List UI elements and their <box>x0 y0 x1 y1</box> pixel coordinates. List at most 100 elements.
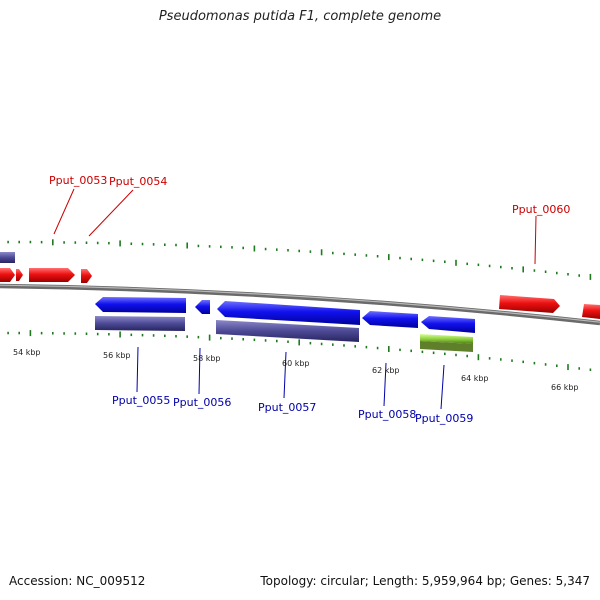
minor-tick <box>85 241 88 244</box>
major-tick <box>320 249 323 256</box>
minor-tick <box>410 349 412 353</box>
other-features <box>95 316 473 352</box>
minor-tick <box>332 343 334 346</box>
minor-tick <box>488 357 491 360</box>
gene-arrow-pput-0057[interactable] <box>217 301 360 325</box>
minor-tick <box>242 338 244 341</box>
gene-label-pput-0055[interactable]: Pput_0055 <box>112 394 170 407</box>
minor-tick <box>96 241 99 245</box>
feature-bar[interactable] <box>420 341 473 352</box>
minor-tick <box>466 262 468 266</box>
minor-tick <box>96 332 99 336</box>
minor-tick <box>276 248 278 251</box>
minor-tick <box>511 267 513 270</box>
minor-tick <box>421 258 424 262</box>
minor-tick <box>544 363 547 366</box>
minor-tick <box>164 243 166 246</box>
minor-tick <box>399 256 401 260</box>
gene-arrow[interactable] <box>0 252 15 263</box>
major-tick <box>29 330 32 337</box>
minor-tick <box>544 270 547 273</box>
inner-tick-track <box>7 330 592 371</box>
gene-label-pput-0059[interactable]: Pput_0059 <box>415 412 473 425</box>
minor-tick <box>343 344 345 347</box>
major-tick <box>522 266 524 273</box>
gene-arrow-pput-0058[interactable] <box>362 311 418 328</box>
gene-arrow-pput-0059[interactable] <box>421 316 475 333</box>
feature-bar[interactable] <box>420 334 473 344</box>
major-tick <box>455 259 457 266</box>
minor-tick <box>141 333 144 337</box>
minor-tick <box>74 332 77 335</box>
gene-arrow-pput-0054[interactable] <box>81 269 92 283</box>
minor-tick <box>578 274 580 277</box>
minor-tick <box>18 331 20 335</box>
gene-arrow-pput-0060[interactable] <box>499 295 560 313</box>
major-tick <box>388 254 390 261</box>
minor-tick <box>343 252 345 256</box>
minor-tick <box>175 335 177 338</box>
gene-arrow[interactable] <box>0 268 15 282</box>
minor-tick <box>320 342 323 346</box>
minor-tick <box>231 246 233 249</box>
callout-lines <box>53 188 537 410</box>
tick-label: 58 kbp <box>193 354 221 363</box>
minor-tick <box>287 249 289 252</box>
minor-tick <box>197 244 200 248</box>
gene-arrow[interactable] <box>16 269 23 281</box>
feature-bar[interactable] <box>95 316 185 331</box>
minor-tick <box>264 247 267 251</box>
minor-tick <box>63 332 65 335</box>
minor-tick <box>52 332 54 335</box>
minor-tick <box>253 338 256 342</box>
minor-tick <box>511 359 513 362</box>
minor-tick <box>556 271 558 275</box>
minor-tick <box>376 255 379 258</box>
gene-label-pput-0058[interactable]: Pput_0058 <box>358 408 416 421</box>
minor-tick <box>466 354 468 358</box>
gene-label-pput-0056[interactable]: Pput_0056 <box>173 396 231 409</box>
minor-tick <box>522 360 524 364</box>
feature-bar[interactable] <box>216 320 359 342</box>
tick-labels: 54 kbp 56 kbp 58 kbp 60 kbp 62 kbp 64 kb… <box>13 348 579 392</box>
minor-tick <box>533 361 536 365</box>
minor-tick <box>309 341 312 345</box>
genome-backbone <box>0 283 600 326</box>
major-tick <box>52 239 54 246</box>
tick-label: 54 kbp <box>13 348 41 357</box>
major-tick <box>119 331 121 338</box>
minor-tick <box>152 243 155 246</box>
minor-tick <box>197 335 200 339</box>
gene-arrow[interactable] <box>582 304 600 319</box>
minor-tick <box>332 251 334 255</box>
minor-tick <box>231 337 233 340</box>
minor-tick <box>152 334 155 337</box>
major-tick <box>208 334 211 341</box>
forward-strand-features <box>0 252 600 319</box>
minor-tick <box>220 336 222 340</box>
gene-arrow-pput-0056[interactable] <box>195 300 210 314</box>
gene-label-pput-0057[interactable]: Pput_0057 <box>258 401 316 414</box>
minor-tick <box>421 350 424 354</box>
minor-tick <box>130 242 133 245</box>
major-tick <box>388 346 390 352</box>
minor-tick <box>444 260 446 263</box>
minor-tick <box>264 339 267 342</box>
gene-label-pput-0053[interactable]: Pput_0053 <box>49 174 107 187</box>
tick-label: 60 kbp <box>282 359 310 368</box>
major-tick <box>186 242 188 249</box>
minor-tick <box>141 242 144 246</box>
gene-label-pput-0054[interactable]: Pput_0054 <box>109 175 167 188</box>
minor-tick <box>164 334 166 338</box>
gene-arrow-pput-0053[interactable] <box>29 268 75 282</box>
minor-tick <box>40 240 43 244</box>
tick-label: 66 kbp <box>551 383 579 392</box>
minor-tick <box>220 245 222 249</box>
major-tick <box>477 354 480 361</box>
minor-tick <box>7 240 9 244</box>
gene-arrow-pput-0055[interactable] <box>95 297 186 313</box>
minor-tick <box>186 335 188 338</box>
gene-label-pput-0060[interactable]: Pput_0060 <box>512 203 570 216</box>
major-tick <box>589 273 592 280</box>
